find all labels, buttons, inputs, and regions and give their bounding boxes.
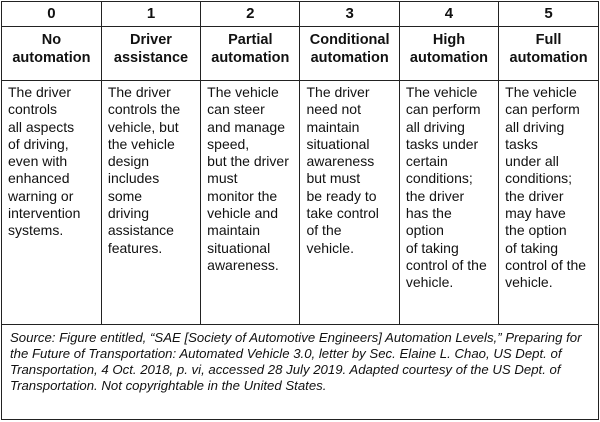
- level-description: The driver controls all aspects of drivi…: [2, 80, 102, 325]
- automation-levels-table: 0 1 2 3 4 5 No automation Driver assista…: [2, 2, 598, 325]
- level-number: 1: [100, 2, 202, 27]
- level-number: 5: [498, 2, 598, 27]
- level-description: The vehicle can perform all driving task…: [498, 80, 598, 325]
- level-number: 2: [200, 2, 301, 27]
- level-number: 3: [299, 2, 400, 27]
- level-description: The vehicle can steer and manage speed, …: [200, 80, 301, 325]
- level-name: High automation: [398, 26, 500, 81]
- source-citation: Source: Figure entitled, “SAE [Society o…: [10, 330, 582, 393]
- level-name: Partial automation: [200, 26, 301, 81]
- level-name-row: No automation Driver assistance Partial …: [2, 26, 598, 81]
- level-description: The driver need not maintain situational…: [299, 80, 400, 325]
- level-name: Conditional automation: [299, 26, 400, 81]
- level-description: The vehicle can perform all driving task…: [398, 80, 500, 325]
- level-number: 4: [398, 2, 500, 27]
- level-description: The driver controls the vehicle, but the…: [100, 80, 202, 325]
- level-name: Full automation: [498, 26, 598, 81]
- level-name: No automation: [2, 26, 102, 81]
- level-number-row: 0 1 2 3 4 5: [2, 2, 598, 27]
- level-number: 0: [2, 2, 102, 27]
- level-description-row: The driver controls all aspects of drivi…: [2, 80, 598, 325]
- level-name: Driver assistance: [100, 26, 202, 81]
